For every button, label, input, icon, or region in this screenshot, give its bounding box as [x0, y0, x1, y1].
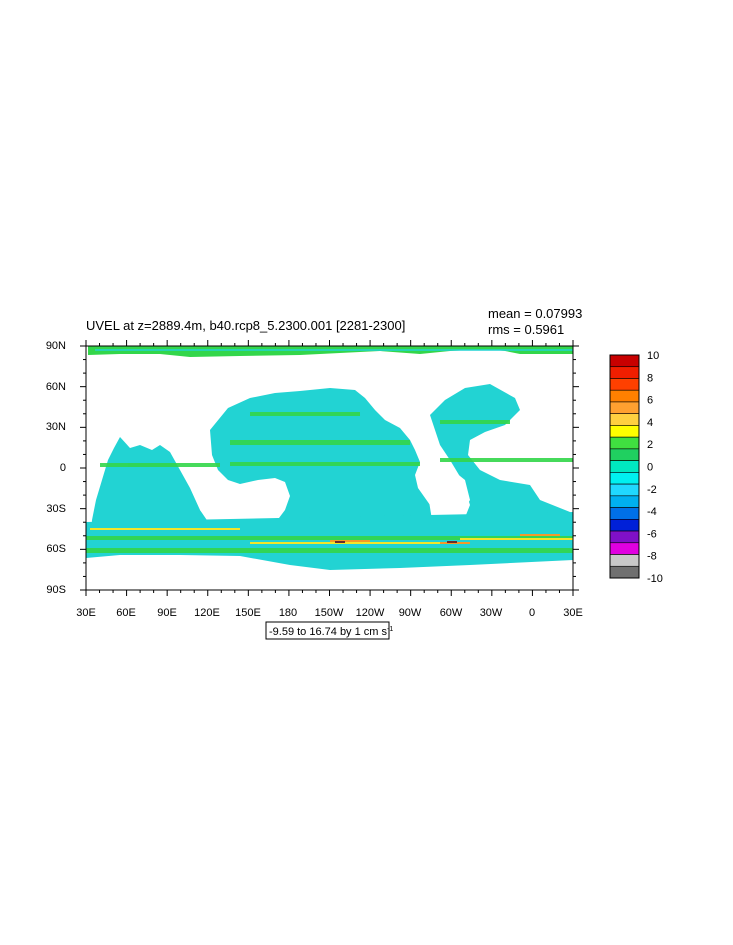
land-australia — [200, 482, 245, 526]
positive-bands — [86, 412, 573, 553]
lon-label-150w: 150W — [315, 607, 344, 619]
colorbar-swatch — [609, 425, 640, 438]
lon-label-0: 0 — [529, 607, 535, 619]
lat-label-30s: 30S — [46, 503, 66, 515]
colorbar-label: -4 — [647, 506, 657, 518]
lon-label-150e: 150E — [235, 607, 261, 619]
colorbar-swatch — [609, 378, 640, 391]
colorbar-swatch — [609, 483, 640, 497]
colorbar-label: 4 — [647, 417, 653, 429]
lon-label-180: 180 — [279, 607, 297, 619]
ocean-pacific — [210, 388, 450, 548]
lon-label-30e: 30E — [76, 607, 96, 619]
colorbar-label: 8 — [647, 372, 653, 384]
map-title: UVEL at z=2889.4m, b40.rcp8_5.2300.001 [… — [86, 318, 405, 333]
colorbar-swatch — [609, 519, 640, 532]
lat-label-60n: 60N — [46, 381, 66, 393]
colorbar-swatch — [609, 354, 640, 368]
rms-label: rms = 0.5961 — [488, 322, 564, 337]
ocean-southern — [86, 512, 573, 570]
colorbar-label: 10 — [647, 350, 659, 362]
range-label-exponent: -1 — [387, 626, 393, 633]
colorbar-label: -8 — [647, 551, 657, 563]
colorbar-swatch — [609, 507, 640, 520]
lon-label-60w: 60W — [440, 607, 463, 619]
colorbar-label: -6 — [647, 528, 657, 540]
colorbar-swatch — [609, 554, 640, 567]
map-plot-area — [86, 346, 573, 590]
colorbar-swatch — [609, 413, 640, 426]
colorbar-swatch — [609, 401, 640, 414]
map-ticks — [80, 340, 579, 596]
lat-label-90s: 90S — [46, 584, 66, 596]
colorbar-label: 6 — [647, 395, 653, 407]
lat-label-90n: 90N — [46, 340, 66, 352]
lat-tick-labels: 90N 60N 30N 0 30S 60S 90S — [46, 340, 66, 596]
colorbar-swatch — [609, 472, 640, 485]
colorbar: 10 8 6 4 2 0 -2 -4 -6 -8 -10 — [609, 350, 663, 585]
range-label: -9.59 to 16.74 by 1 cm s-1 — [269, 626, 393, 638]
range-label-box: -9.59 to 16.74 by 1 cm s-1 — [265, 621, 393, 640]
colorbar-swatch — [609, 530, 640, 544]
colorbar-swatch — [609, 495, 640, 508]
lat-label-30n: 30N — [46, 421, 66, 433]
lon-tick-labels: 30E 60E 90E 120E 150E 180 150W 120W 90W … — [76, 607, 583, 619]
lat-label-0: 0 — [60, 462, 66, 474]
lon-label-90e: 90E — [157, 607, 177, 619]
lon-label-60e: 60E — [116, 607, 136, 619]
colorbar-label: -2 — [647, 484, 657, 496]
colorbar-swatch — [609, 565, 640, 579]
mean-label: mean = 0.07993 — [488, 306, 582, 321]
colorbar-swatch — [609, 436, 640, 450]
colorbar-label: -10 — [647, 573, 663, 585]
ocean-arctic-band — [95, 349, 573, 351]
range-label-prefix: -9.59 to 16.74 by 1 cm s — [269, 626, 388, 638]
strong-bands — [90, 528, 573, 544]
lon-label-30e-end: 30E — [563, 607, 583, 619]
lon-label-90w: 90W — [399, 607, 422, 619]
lon-label-30w: 30W — [480, 607, 503, 619]
colorbar-label: 2 — [647, 439, 653, 451]
lon-label-120e: 120E — [194, 607, 220, 619]
lon-label-120w: 120W — [356, 607, 385, 619]
ocean-atlantic — [430, 384, 573, 548]
colorbar-swatch — [609, 460, 640, 473]
colorbar-frame — [609, 354, 640, 579]
colorbar-swatch — [609, 542, 640, 555]
colorbar-swatch — [609, 389, 640, 403]
colorbar-label: 0 — [647, 462, 653, 474]
ocean-arctic — [88, 346, 573, 357]
lat-label-60s: 60S — [46, 543, 66, 555]
colorbar-swatch — [609, 448, 640, 461]
colorbar-swatch — [609, 366, 640, 379]
